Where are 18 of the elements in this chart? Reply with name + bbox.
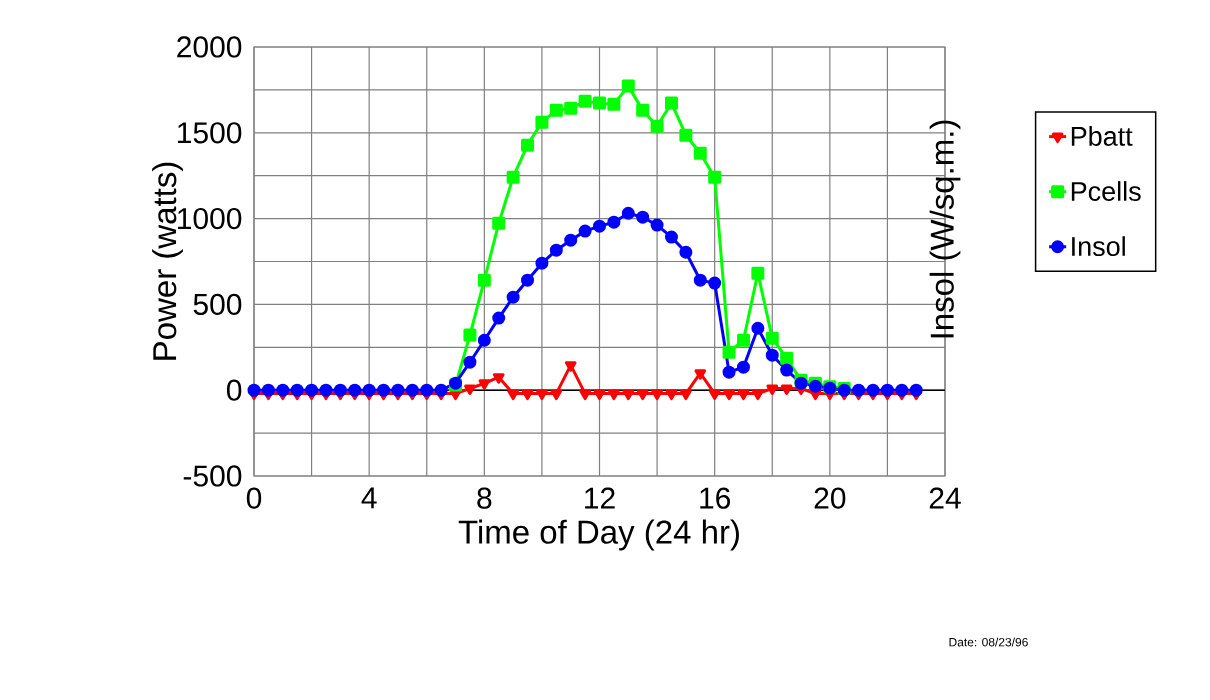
text: Date: 08/23/96 <box>949 637 1028 647</box>
x-tick-label: 24 <box>929 487 961 509</box>
y-tick-label: 1500 <box>178 122 242 144</box>
legend-label: Pbatt <box>1071 126 1133 146</box>
x-tick-label: 8 <box>477 487 492 509</box>
legend-label: Insol <box>1072 236 1125 257</box>
y-tick-label: 500 <box>193 293 242 316</box>
legend-label: Pcells <box>1071 181 1141 201</box>
y-tick-label: -500 <box>183 465 242 487</box>
x-tick-label: 12 <box>585 487 615 509</box>
x-tick-label: 16 <box>700 487 731 509</box>
y-tick-label: 0 <box>226 379 242 401</box>
y-tick-label: 2000 <box>177 36 242 58</box>
x-tick-label: 20 <box>814 487 846 509</box>
x-tick-label: 4 <box>361 487 377 509</box>
x-axis-title: Time of Day (24 hr) <box>458 519 739 551</box>
x-tick-label: 0 <box>246 487 262 509</box>
y2-axis-title: Insol (W/sq.m.) <box>929 120 961 338</box>
